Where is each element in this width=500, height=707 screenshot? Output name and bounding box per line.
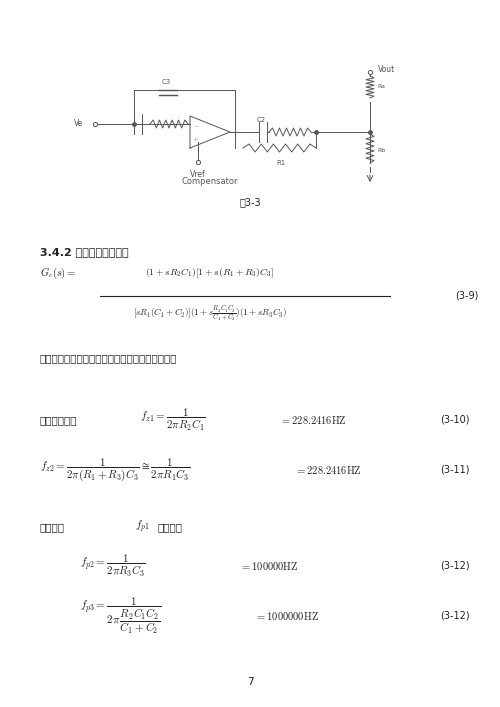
Text: 有源超前一滞后补偿网络有两个零点和三个极点。: 有源超前一滞后补偿网络有两个零点和三个极点。 bbox=[40, 353, 177, 363]
Text: 7: 7 bbox=[246, 677, 254, 687]
Text: R1: R1 bbox=[276, 160, 285, 166]
Text: C2: C2 bbox=[256, 117, 266, 123]
Text: 3.4.2 补偿器的传递函数: 3.4.2 补偿器的传递函数 bbox=[40, 247, 128, 257]
Text: 图3-3: 图3-3 bbox=[239, 197, 261, 207]
Text: $f_{z2} = \dfrac{1}{2\pi(R_1+R_3)C_3} \cong \dfrac{1}{2\pi R_1C_3}$: $f_{z2} = \dfrac{1}{2\pi(R_1+R_3)C_3} \c… bbox=[40, 457, 190, 484]
Text: Rb: Rb bbox=[377, 148, 385, 153]
Text: $=100000\mathrm{HZ}$: $=100000\mathrm{HZ}$ bbox=[240, 560, 298, 572]
Text: Ve: Ve bbox=[74, 119, 83, 129]
Text: 为原点，: 为原点， bbox=[158, 522, 183, 532]
Text: $f_{z1} = \dfrac{1}{2\pi R_2C_1}$: $f_{z1} = \dfrac{1}{2\pi R_2C_1}$ bbox=[140, 407, 205, 433]
Text: (3-11): (3-11) bbox=[440, 465, 470, 475]
Text: (3-10): (3-10) bbox=[440, 415, 470, 425]
Text: Compensator: Compensator bbox=[182, 177, 238, 186]
Text: $+$: $+$ bbox=[192, 136, 200, 144]
Text: $=1000000\mathrm{HZ}$: $=1000000\mathrm{HZ}$ bbox=[255, 610, 319, 622]
Text: (3-12): (3-12) bbox=[440, 561, 470, 571]
Text: $f_{p3} = \dfrac{1}{2\pi\,\dfrac{R_2C_1C_2}{C_1+C_2}}$: $f_{p3} = \dfrac{1}{2\pi\,\dfrac{R_2C_1C… bbox=[80, 596, 162, 636]
Text: (3-12): (3-12) bbox=[440, 611, 470, 621]
Text: $[sR_1(C_1 + C_2)](1 + s\frac{R_2C_1C_2}{C_1+C_2})(1 + sR_3C_3)$: $[sR_1(C_1 + C_2)](1 + s\frac{R_2C_1C_2}… bbox=[133, 305, 287, 324]
Text: $f_{p1}$: $f_{p1}$ bbox=[135, 519, 150, 535]
Text: C3: C3 bbox=[162, 79, 170, 85]
Text: Vref: Vref bbox=[190, 170, 206, 179]
Text: $=228.2416\mathrm{HZ}$: $=228.2416\mathrm{HZ}$ bbox=[295, 464, 362, 476]
Text: $f_{p2} = \dfrac{1}{2\pi R_3C_3}$: $f_{p2} = \dfrac{1}{2\pi R_3C_3}$ bbox=[80, 553, 146, 579]
Text: $-$: $-$ bbox=[192, 122, 200, 128]
Text: Ra: Ra bbox=[377, 85, 385, 90]
Text: $= 228.2416\mathrm{HZ}$: $= 228.2416\mathrm{HZ}$ bbox=[280, 414, 346, 426]
Text: 零点公式为：: 零点公式为： bbox=[40, 415, 78, 425]
Text: Vout: Vout bbox=[378, 66, 395, 74]
Text: $G_c(s) = $: $G_c(s) = $ bbox=[40, 265, 76, 281]
Text: 极点为：: 极点为： bbox=[40, 522, 65, 532]
Text: $(1 + sR_2C_1)[1 + s(R_1 + R_3)C_3]$: $(1 + sR_2C_1)[1 + s(R_1 + R_3)C_3]$ bbox=[146, 267, 274, 280]
Text: (3-9): (3-9) bbox=[455, 291, 478, 301]
